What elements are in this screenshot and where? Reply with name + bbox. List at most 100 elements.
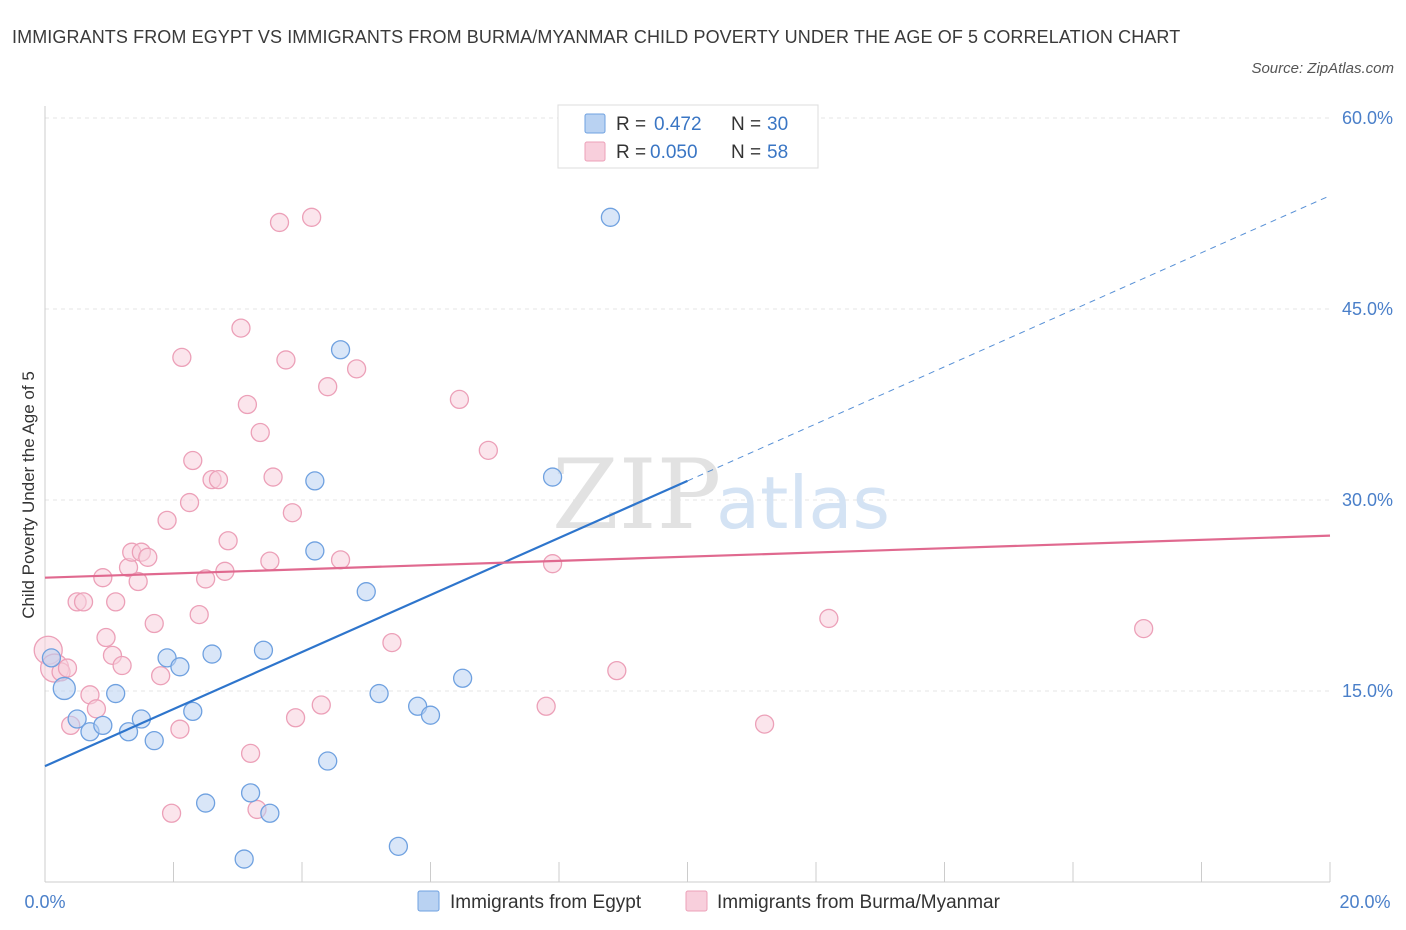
legend-n-label-egypt: N = (731, 114, 766, 135)
y-axis-label: Child Poverty Under the Age of 5 (19, 371, 38, 619)
point-burma-49 (382, 632, 402, 653)
legend-r-value-burma: 0.050 (650, 142, 698, 163)
y-tick-label-0: 60.0% (1342, 108, 1393, 128)
point-egypt-27 (452, 668, 473, 688)
point-egypt-22 (356, 582, 376, 602)
point-egypt-17 (260, 803, 280, 823)
series-legend-swatch-burma (685, 890, 708, 912)
point-egypt-2 (67, 709, 87, 729)
tick-labels: 60.0% 45.0% 30.0% 15.0% 0.0% 20.0% (24, 108, 1393, 912)
point-burma-55 (754, 714, 775, 734)
point-burma-41 (276, 350, 296, 370)
point-burma-54 (607, 660, 627, 681)
point-burma-22 (161, 803, 182, 823)
point-egypt-12 (195, 793, 216, 813)
point-burma-21 (157, 510, 177, 531)
point-egypt-4 (93, 715, 113, 736)
point-burma-37 (250, 422, 270, 443)
point-burma-53 (542, 554, 563, 574)
legend-r-label-burma: R = (616, 142, 651, 163)
point-burma-56 (819, 608, 839, 629)
point-burma-33 (231, 318, 251, 338)
legend-n-value-burma: 58 (767, 142, 788, 163)
point-egypt-21 (330, 340, 351, 360)
point-burma-3 (57, 658, 78, 678)
legend-n-value-egypt: 30 (767, 114, 788, 135)
stats-legend: R = 0.472 N = 30 R = 0.050 N = 58 (557, 104, 819, 169)
point-burma-57 (1134, 618, 1154, 639)
point-egypt-8 (144, 731, 164, 751)
point-egypt-11 (183, 701, 203, 722)
point-burma-35 (240, 743, 261, 764)
point-burma-8 (86, 699, 107, 719)
trend-line-egypt (44, 479, 688, 768)
point-egypt-19 (305, 471, 325, 491)
point-burma-23 (170, 719, 190, 739)
point-burma-44 (301, 207, 322, 227)
point-burma-34 (237, 394, 258, 415)
x-tick-label-max: 20.0% (1339, 892, 1390, 912)
y-tick-label-3: 15.0% (1342, 681, 1393, 701)
point-egypt-5 (106, 683, 126, 704)
point-burma-18 (138, 547, 158, 567)
point-burma-30 (208, 469, 229, 490)
point-egypt-14 (234, 849, 254, 869)
point-burma-27 (189, 604, 209, 625)
trend-line-burma (44, 534, 1331, 579)
point-egypt-1 (52, 676, 76, 701)
point-burma-47 (330, 550, 351, 570)
point-burma-45 (311, 695, 331, 715)
point-burma-10 (96, 627, 116, 648)
point-burma-52 (536, 696, 556, 716)
point-egypt-16 (253, 640, 274, 660)
point-burma-38 (260, 551, 280, 571)
axes (44, 106, 1331, 883)
point-burma-43 (285, 708, 306, 728)
point-burma-42 (282, 503, 303, 523)
point-burma-6 (73, 592, 94, 612)
point-burma-12 (106, 592, 126, 612)
trend-line-egypt-extension (687, 195, 1331, 482)
point-burma-51 (478, 440, 498, 460)
legend-swatch-egypt (584, 113, 606, 134)
point-burma-20 (150, 666, 171, 686)
point-egypt-28 (542, 467, 563, 487)
legend-swatch-burma (584, 141, 606, 162)
series-legend-label-egypt: Immigrants from Egypt (450, 892, 642, 913)
point-burma-32 (218, 531, 238, 551)
point-burma-28 (195, 569, 216, 589)
point-egypt-13 (202, 644, 222, 664)
point-egypt-26 (420, 705, 441, 725)
legend-r-label-egypt: R = (616, 114, 651, 135)
trend-lines (44, 195, 1331, 768)
y-tick-label-2: 30.0% (1342, 490, 1393, 510)
point-egypt-0 (41, 648, 62, 668)
point-egypt-20 (318, 751, 338, 771)
watermark-atlas: atlas (716, 461, 890, 545)
point-egypt-15 (240, 783, 261, 803)
source-label: Source: ZipAtlas.com (1251, 60, 1394, 77)
point-egypt-10 (170, 657, 190, 677)
x-tick-label-min: 0.0% (24, 892, 65, 912)
point-burma-50 (449, 389, 470, 410)
point-burma-13 (112, 655, 132, 676)
point-burma-16 (128, 571, 148, 592)
series-legend: Immigrants from Egypt Immigrants from Bu… (417, 890, 1001, 913)
watermark-zip: ZIP (552, 439, 721, 551)
point-burma-25 (179, 492, 200, 513)
data-points (33, 207, 1154, 869)
point-burma-39 (263, 467, 283, 487)
point-burma-9 (93, 568, 113, 588)
point-burma-48 (346, 359, 367, 379)
y-tick-label-1: 45.0% (1342, 299, 1393, 319)
point-egypt-24 (388, 836, 409, 856)
legend-r-value-egypt: 0.472 (654, 114, 702, 135)
point-burma-19 (144, 613, 164, 634)
point-burma-40 (269, 212, 290, 233)
watermark: ZIP atlas (552, 439, 890, 551)
legend-n-label-burma: N = (731, 142, 766, 163)
point-egypt-23 (369, 683, 389, 704)
chart-title: IMMIGRANTS FROM EGYPT VS IMMIGRANTS FROM… (12, 27, 1181, 47)
point-egypt-29 (600, 207, 621, 227)
